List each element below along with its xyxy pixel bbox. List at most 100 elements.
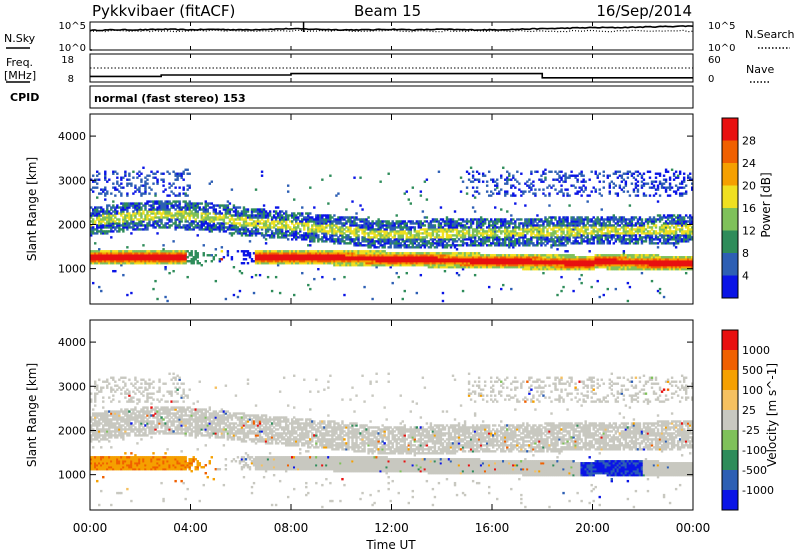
power-cell [255,274,257,276]
power-cell [104,198,106,200]
freq-left-tick-top: 18 [61,55,74,66]
power-cell [211,181,213,183]
beam-title: Beam 15 [354,2,421,20]
power-cell [178,200,180,202]
power-cell [566,216,568,218]
power-cell [560,276,562,278]
power-cell [126,192,128,194]
power-cell [392,282,394,284]
power-cell [253,292,255,294]
power-cell [104,186,106,188]
power-cell [426,216,428,218]
power-cell [205,260,207,262]
power-cell [472,186,474,188]
power-cell [398,276,400,278]
nsky-right-tick-top: 10^5 [708,21,735,32]
power-cell [229,202,231,204]
power-cell [484,175,486,177]
power-cell [265,238,267,240]
power-cell [402,298,404,300]
power-cell [590,171,592,173]
power-cell [96,182,98,184]
power-cell [164,188,166,190]
power-cell [566,250,568,252]
power-cell [458,274,460,276]
power-cell [263,204,265,206]
power-cell [444,270,446,272]
power-cell [188,173,190,175]
power-cell [287,190,289,192]
power-cell [488,286,490,288]
power-cell [508,173,510,175]
power-cell [209,212,211,214]
freq-unit-label: [MHz] [4,69,36,82]
power-cell [408,198,410,200]
power-cell [287,238,289,240]
power-cell [128,173,130,175]
power-cell [132,177,134,179]
power-cell [426,198,428,200]
power-cell [387,173,389,175]
power-cell [162,184,164,186]
power-cell [251,276,253,278]
power-cell [142,167,144,169]
power-cell [562,192,564,194]
power-cell [186,194,188,196]
power-cell [426,179,428,181]
power-cell [420,274,422,276]
power-cell [524,204,526,206]
power-cell [556,294,558,296]
cpid-label: CPID [10,91,39,104]
power-cell [502,167,504,169]
power-cell [215,248,217,250]
power-cell [568,194,570,196]
power-cell [474,196,476,198]
power-cell [231,256,233,258]
power-cell [98,286,100,288]
power-cell [98,173,100,175]
power-cell [353,177,355,179]
power-cell [478,173,480,175]
power-cell [227,250,229,252]
power-cell [560,290,562,292]
power-cell [126,294,128,296]
power-cell [275,276,277,278]
power-cell [120,182,122,184]
power-cell [574,186,576,188]
power-cell [128,179,130,181]
power-cell [343,294,345,296]
power-cell [191,250,193,252]
power-cell [162,179,164,181]
power-cell [542,272,544,274]
power-cell [245,258,247,260]
power-cell [277,206,279,208]
power-cell [361,208,363,210]
power-cell [142,244,144,246]
power-cell [500,288,502,290]
power-cell [472,171,474,173]
power-cell [92,190,94,192]
power-cell [221,246,223,248]
power-cell [345,208,347,210]
power-cell [524,190,526,192]
power-cell [110,236,112,238]
power-cell [572,290,574,292]
power-cell [178,192,180,194]
power-cell [162,244,164,246]
power-cell [146,182,148,184]
power-cell [267,276,269,278]
power-cell [152,288,154,290]
nsky-right-tick-bottom: 10^0 [708,43,735,54]
power-cell [265,242,267,244]
power-cell [201,202,203,204]
power-cell [333,214,335,216]
power-cell [588,194,590,196]
power-cell [148,192,150,194]
power-cell [150,188,152,190]
power-cell [321,276,323,278]
power-cell [168,173,170,175]
power-cell [580,282,582,284]
power-cell [241,272,243,274]
power-cell [416,292,418,294]
power-cell [321,179,323,181]
